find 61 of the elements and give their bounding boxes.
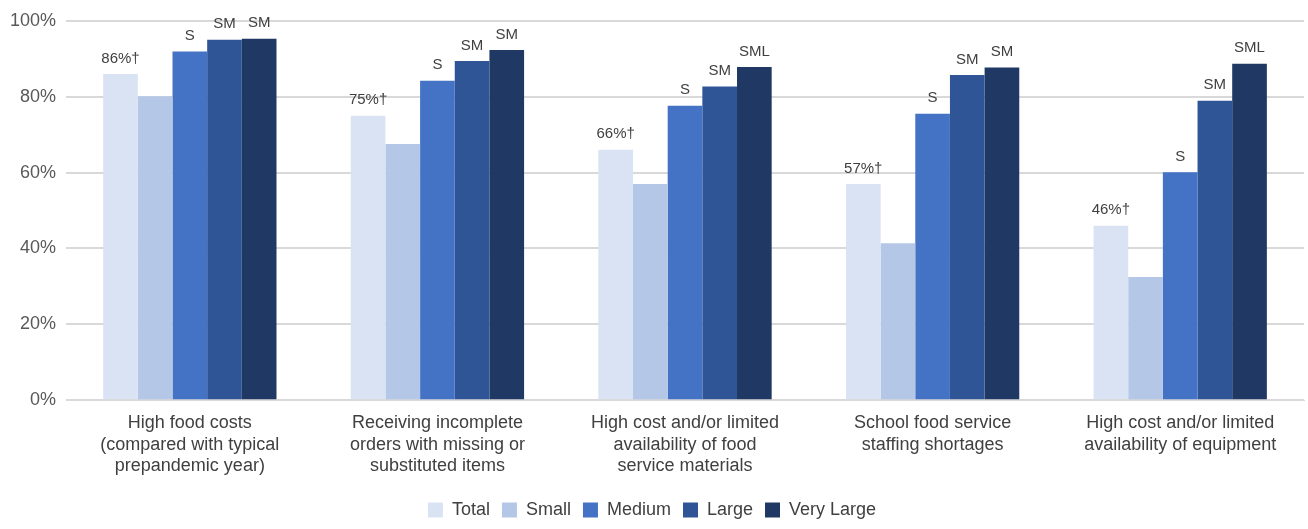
y-tick-label: 0% (30, 389, 57, 410)
data-label: SML (738, 41, 770, 59)
x-tick-label: High cost and/or limited availability of food service materials (590, 411, 780, 476)
bar (984, 67, 1020, 400)
bar (1162, 172, 1198, 400)
data-label: S (184, 26, 195, 44)
data-label: SM (247, 13, 271, 31)
data-label: SM (495, 24, 518, 42)
y-tick-label: 20% (20, 313, 57, 334)
bar (737, 67, 772, 400)
bar (1093, 225, 1129, 400)
x-tick-label: Receiving incomplete orders with missing or substituted items (349, 411, 525, 476)
bar (880, 243, 916, 400)
bar (241, 38, 277, 400)
data-label: SM (708, 61, 731, 79)
x-tick-label: School food service staffing shortages (854, 411, 1012, 454)
bar (103, 73, 138, 400)
data-label: S (1175, 146, 1186, 164)
bar (598, 149, 634, 400)
data-label: SM (460, 35, 484, 53)
data-label: SML (1234, 38, 1265, 56)
bar (137, 96, 173, 400)
bar (845, 183, 881, 400)
data-label: 66%† (596, 124, 635, 142)
data-label: 57%† (844, 158, 883, 176)
x-tick-label: High cost and/or limited availability of equipment (1084, 411, 1277, 454)
data-label: SM (213, 14, 236, 32)
legend-label: Total (451, 498, 490, 519)
data-label: S (927, 88, 938, 106)
bar (454, 61, 490, 400)
bar (949, 75, 985, 400)
data-label: SM (1203, 75, 1227, 93)
data-label: 46%† (1091, 200, 1131, 218)
bar (1232, 63, 1267, 400)
bar (915, 113, 950, 400)
bar (172, 51, 208, 400)
data-label: SM (956, 49, 979, 67)
y-tick-label: 40% (20, 237, 57, 258)
data-label: S (432, 55, 443, 73)
bar (702, 86, 738, 400)
bar (350, 115, 386, 400)
legend-label: Very Large (789, 498, 877, 519)
y-tick-label: 60% (20, 161, 57, 182)
data-label: S (680, 80, 691, 98)
bar (489, 50, 525, 400)
bar (385, 144, 421, 400)
bar (207, 39, 242, 400)
legend-label: Medium (606, 498, 671, 519)
data-label: 86%† (101, 48, 140, 66)
x-tick-label: High food costs (compared with typical prepandemic year) (100, 411, 280, 476)
bar (1128, 276, 1163, 400)
bar (667, 105, 703, 400)
data-label: SM (990, 42, 1014, 60)
legend-label: Large (706, 498, 754, 519)
bar (1197, 100, 1233, 400)
legend-label: Small (525, 498, 571, 519)
y-tick-label: 80% (20, 85, 57, 106)
data-label: 75%† (348, 90, 388, 108)
bar (420, 80, 455, 400)
y-tick-label: 100% (9, 9, 57, 30)
bar (633, 183, 668, 400)
